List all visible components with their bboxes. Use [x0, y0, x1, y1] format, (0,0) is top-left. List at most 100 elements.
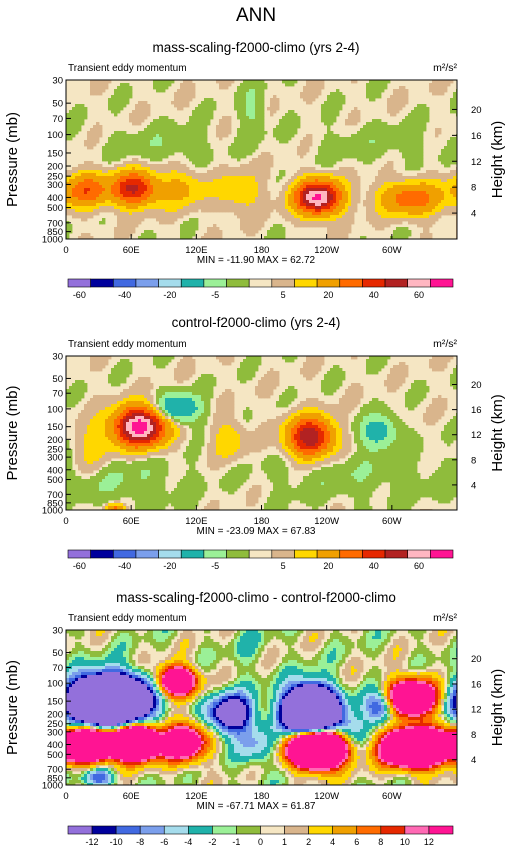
field-cell [147, 212, 151, 216]
field-cell [162, 206, 166, 210]
field-cell [288, 209, 292, 213]
field-cell [174, 191, 178, 195]
field-cell [204, 125, 208, 129]
field-cell [321, 107, 325, 111]
field-cell [396, 104, 400, 108]
field-cell [414, 383, 418, 387]
height-tick-label: 12 [471, 157, 482, 168]
field-cell [246, 83, 250, 87]
field-cell [90, 365, 94, 369]
field-cell [171, 194, 175, 198]
field-cell [438, 209, 442, 213]
field-cell [165, 119, 169, 123]
field-cell [267, 383, 271, 387]
field-cell [132, 173, 136, 177]
field-cell [246, 203, 250, 207]
field-cell [453, 377, 457, 381]
field-cell [180, 200, 184, 204]
field-cell [135, 173, 139, 177]
field-cell [174, 104, 178, 108]
field-cell [93, 131, 97, 135]
field-cell [252, 140, 256, 144]
field-cell [216, 209, 220, 213]
field-cell [354, 200, 358, 204]
field-cell [303, 206, 307, 210]
field-cell [258, 110, 262, 114]
field-cell [324, 179, 328, 183]
field-cell [246, 146, 250, 150]
field-cell [309, 215, 313, 219]
field-cell [174, 371, 178, 375]
field-cell [246, 95, 250, 99]
field-cell [210, 209, 214, 213]
field-cell [357, 146, 361, 150]
field-cell [252, 365, 256, 369]
field-cell [369, 215, 373, 219]
field-cell [207, 200, 211, 204]
field-cell [363, 143, 367, 147]
field-cell [132, 218, 136, 222]
field-cell [135, 221, 139, 225]
field-cell [204, 149, 208, 153]
field-cell [102, 197, 106, 201]
field-cell [153, 134, 157, 138]
field-cell [240, 206, 244, 210]
field-cell [435, 89, 439, 93]
field-cell [195, 200, 199, 204]
field-cell [264, 176, 268, 180]
field-cell [390, 383, 394, 387]
field-cell [426, 188, 430, 192]
field-cell [390, 188, 394, 192]
field-cell [87, 203, 91, 207]
field-cell [381, 221, 385, 225]
field-cell [402, 209, 406, 213]
colorbar-label: -20 [163, 290, 176, 300]
field-cell [177, 365, 181, 369]
field-cell [453, 101, 457, 105]
field-cell [429, 200, 433, 204]
field-cell [69, 125, 73, 129]
field-cell [225, 122, 229, 126]
field-cell [432, 203, 436, 207]
field-cell [396, 197, 400, 201]
field-cell [66, 194, 70, 198]
field-cell [435, 194, 439, 198]
field-cell [255, 218, 259, 222]
field-cell [366, 359, 370, 363]
field-cell [249, 173, 253, 177]
field-cell [213, 104, 217, 108]
field-cell [138, 236, 142, 239]
field-cell [135, 380, 139, 384]
field-cell [144, 209, 148, 213]
field-cell [444, 173, 448, 177]
field-cell [108, 191, 112, 195]
field-cell [282, 215, 286, 219]
field-cell [303, 95, 307, 99]
field-cell [279, 125, 283, 129]
field-cell [198, 128, 202, 132]
field-cell [249, 200, 253, 204]
field-cell [372, 122, 376, 126]
field-cell [210, 203, 214, 207]
field-cell [327, 158, 331, 162]
field-cell [249, 185, 253, 189]
field-cell [120, 230, 124, 234]
field-cell [420, 206, 424, 210]
field-cell [240, 188, 244, 192]
field-cell [228, 173, 232, 177]
field-cell [117, 143, 121, 147]
field-cell [243, 98, 247, 102]
field-cell [303, 89, 307, 93]
field-cell [327, 170, 331, 174]
field-cell [453, 152, 457, 156]
y-tick-label: 100 [47, 130, 63, 141]
field-cell [309, 179, 313, 183]
field-cell [225, 116, 229, 120]
field-cell [375, 221, 379, 225]
field-cell [249, 365, 253, 369]
field-cell [156, 119, 160, 123]
field-cell [348, 137, 352, 141]
field-cell [339, 170, 343, 174]
field-cell [150, 134, 154, 138]
field-cell [321, 218, 325, 222]
